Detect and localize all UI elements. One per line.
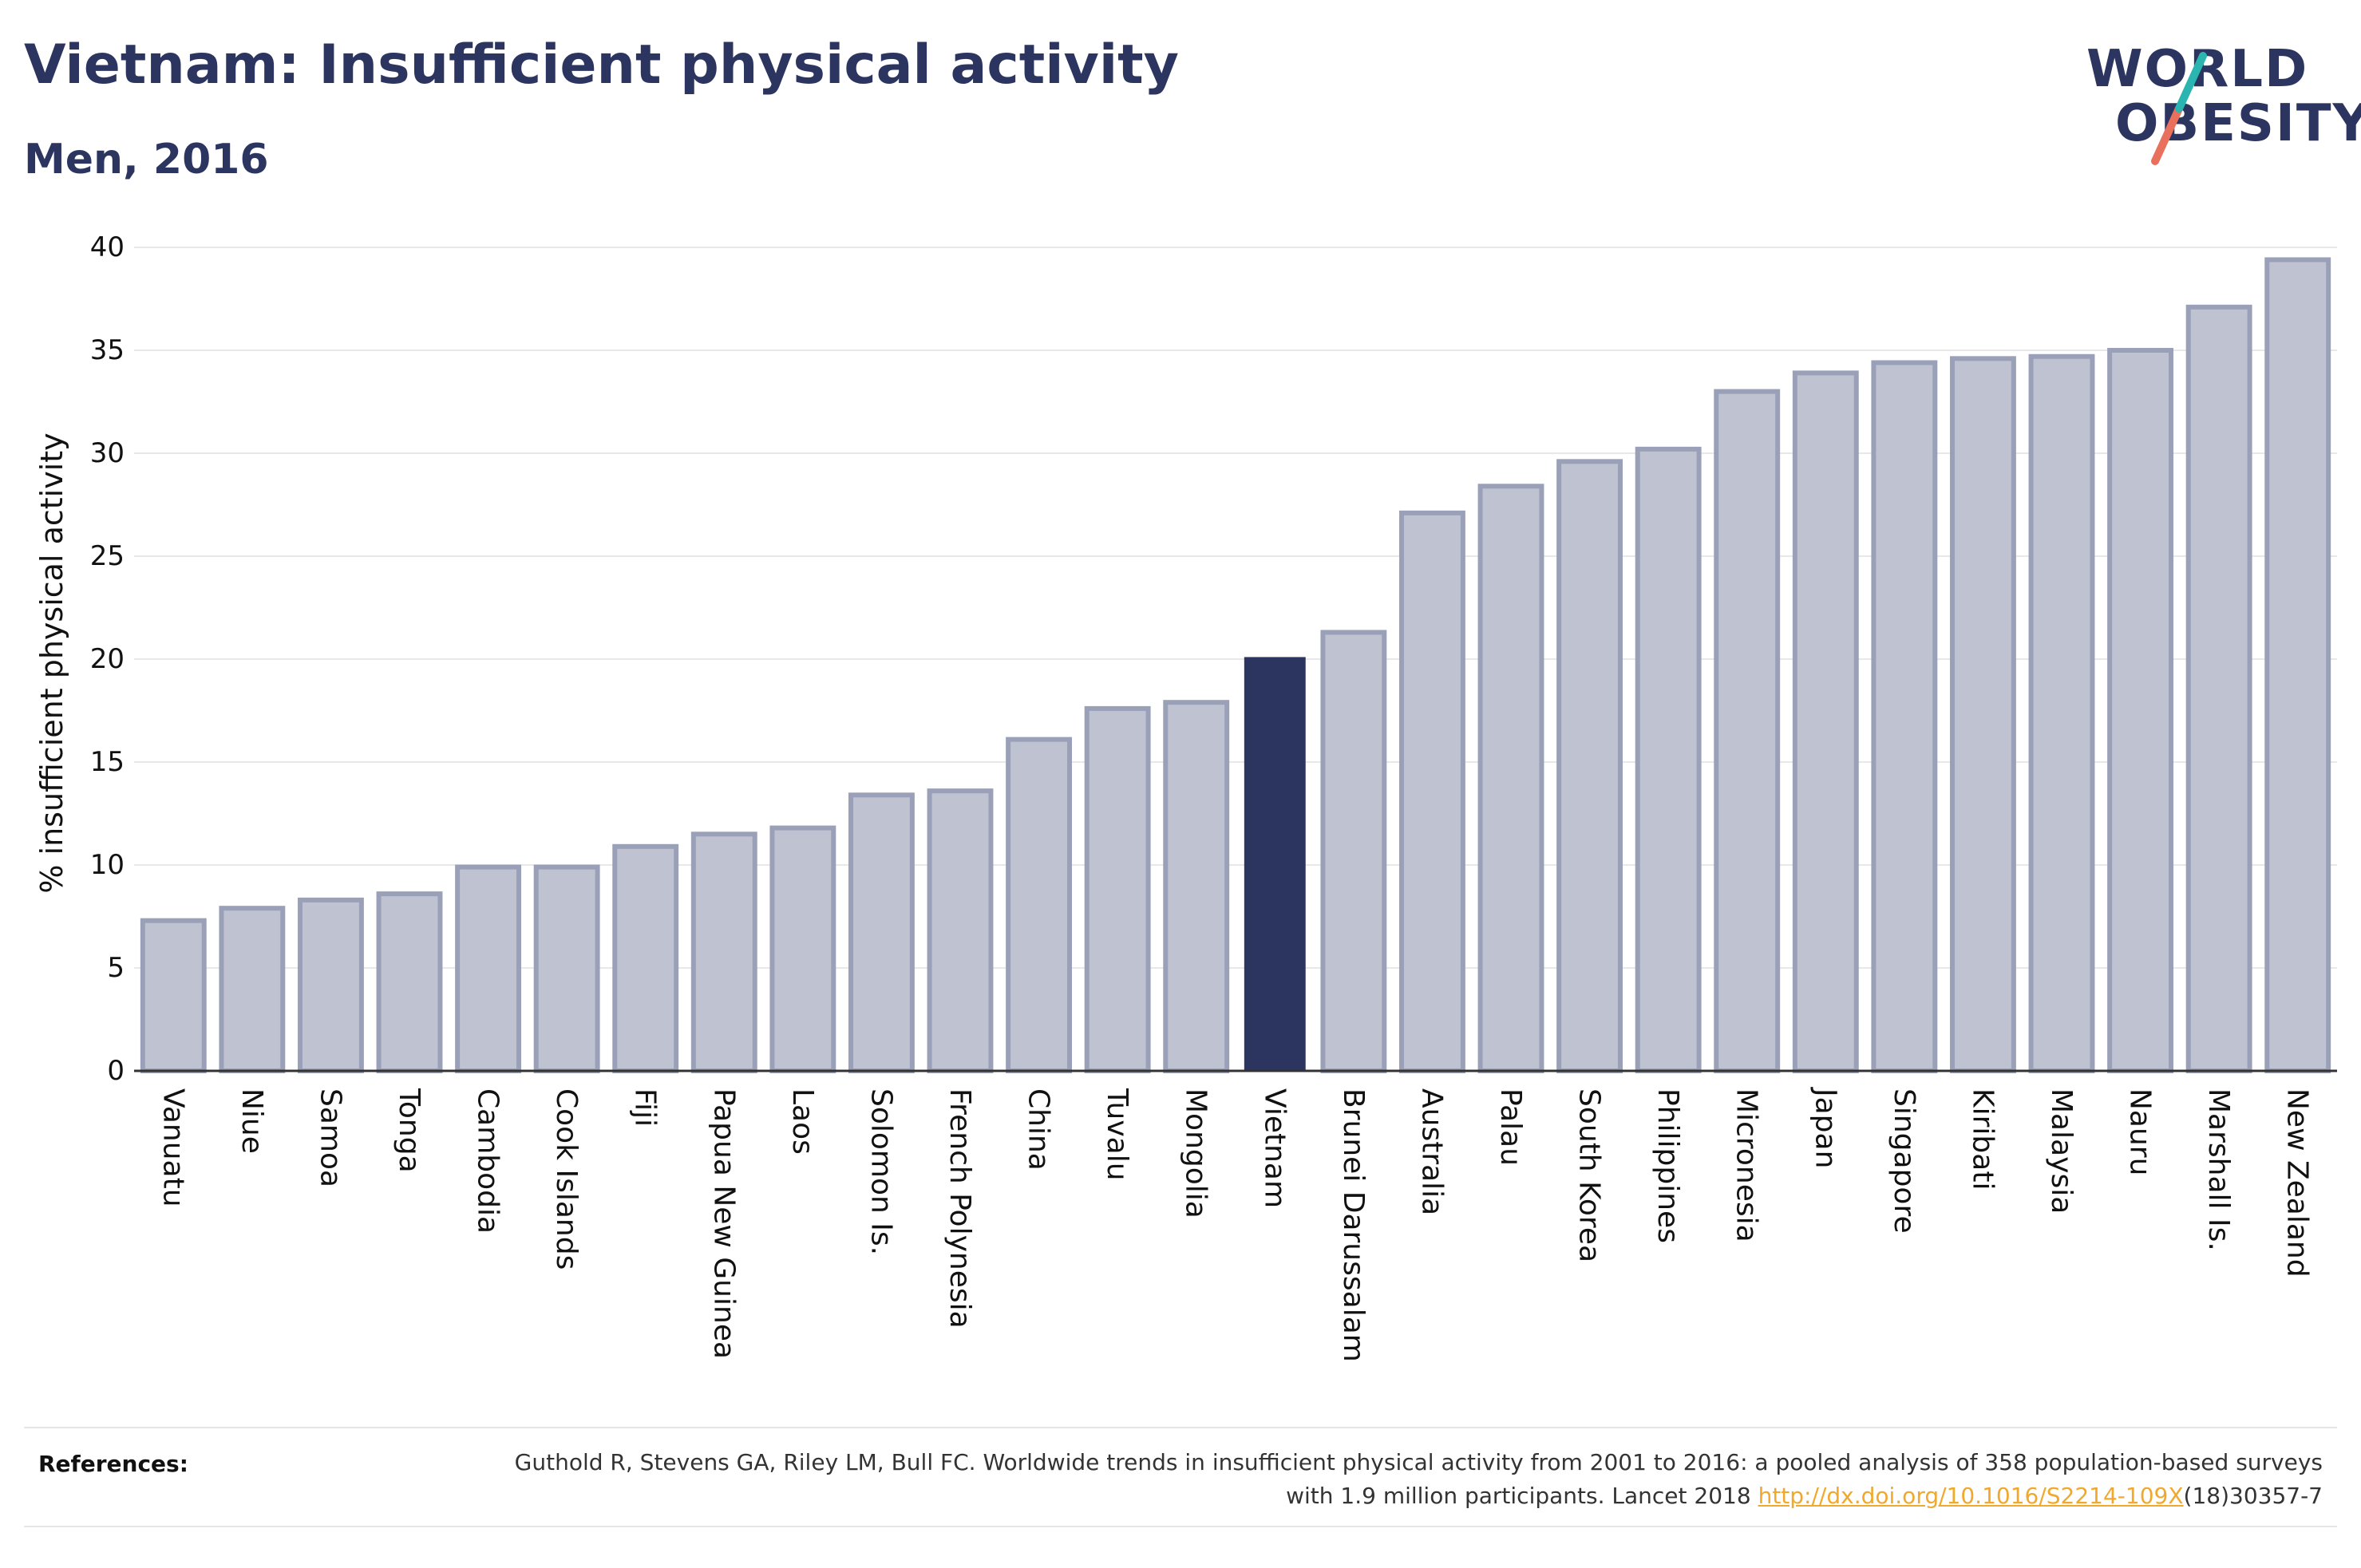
x-tick-label: Vietnam — [1258, 1088, 1291, 1208]
x-tick-label: Cook Islands — [550, 1088, 583, 1270]
y-tick-label: 20 — [90, 643, 125, 675]
y-axis-label: % insufficient physical activity — [34, 432, 69, 893]
bar — [690, 831, 757, 1074]
bar — [1244, 657, 1306, 1071]
x-tick-label: Niue — [235, 1088, 268, 1154]
bar — [533, 864, 600, 1073]
bar — [219, 906, 286, 1074]
bar — [848, 792, 915, 1074]
bar — [376, 891, 443, 1073]
logo-slash-icon — [2151, 52, 2207, 165]
references-text: Guthold R, Stevens GA, Riley LM, Bull FC… — [487, 1446, 2323, 1513]
x-tick-label: Singapore — [1888, 1088, 1920, 1234]
bar — [455, 864, 522, 1073]
bar — [1556, 459, 1623, 1073]
y-tick-label: 0 — [107, 1055, 125, 1087]
bar — [1398, 510, 1465, 1073]
bar — [1949, 356, 2016, 1073]
y-tick-label: 10 — [90, 849, 125, 881]
bar — [769, 825, 836, 1074]
y-tick-label: 30 — [90, 437, 125, 469]
x-tick-label: Solomon Is. — [864, 1088, 897, 1255]
bar — [1084, 705, 1151, 1073]
x-tick-label: Marshall Is. — [2202, 1088, 2235, 1251]
logo-line-2: OBESITY — [2115, 94, 2361, 153]
x-tick-label: Japan — [1809, 1087, 1841, 1168]
x-tick-label: Papua New Guinea — [707, 1088, 740, 1359]
x-tick-label: Australia — [1415, 1088, 1448, 1215]
x-tick-label: Laos — [786, 1088, 819, 1155]
bar — [927, 788, 994, 1073]
reference-doi-suffix: (18)30357-7 — [2183, 1483, 2323, 1509]
x-tick-label: Tonga — [393, 1088, 425, 1173]
chart-title: Vietnam: Insufficient physical activity — [24, 34, 1179, 97]
bar — [1163, 700, 1230, 1073]
bar — [297, 897, 364, 1073]
x-tick-label: Kiribati — [1966, 1088, 1999, 1190]
x-tick-label: French Polynesia — [943, 1088, 976, 1329]
x-tick-label: Malaysia — [2045, 1088, 2078, 1214]
x-tick-label: Vanuatu — [156, 1088, 189, 1207]
bar — [2185, 304, 2252, 1073]
bar — [2028, 353, 2095, 1073]
x-tick-label: Philippines — [1651, 1088, 1684, 1243]
bar — [1635, 446, 1702, 1073]
x-tick-label: Fiji — [629, 1088, 662, 1127]
bar — [2264, 257, 2331, 1074]
x-tick-label: Palau — [1494, 1088, 1527, 1166]
bar — [1792, 370, 1859, 1073]
reference-doi-link[interactable]: http://dx.doi.org/10.1016/S2214-109X — [1758, 1483, 2184, 1509]
bar-chart: 0 5 10 15 20 25 30 35 40 % insufficient physical … — [34, 231, 2337, 1362]
x-tick-label: South Korea — [1573, 1088, 1606, 1262]
x-tick-label: New Zealand — [2281, 1088, 2314, 1278]
bar — [1320, 630, 1387, 1073]
bar — [1006, 737, 1073, 1073]
x-tick-label: Brunei Darussalam — [1337, 1088, 1370, 1362]
x-tick-label: Cambodia — [472, 1088, 504, 1234]
y-tick-label: 40 — [90, 231, 125, 263]
bar — [1477, 484, 1544, 1073]
x-tick-label: China — [1022, 1088, 1055, 1171]
bar — [1714, 389, 1781, 1074]
bar — [140, 918, 207, 1074]
bar — [2107, 348, 2174, 1073]
references-label: References: — [38, 1451, 188, 1477]
x-tick-label: Mongolia — [1180, 1088, 1212, 1218]
references-section: References: Guthold R, Stevens GA, Riley… — [24, 1427, 2337, 1527]
x-tick-label: Tuvalu — [1101, 1088, 1133, 1181]
y-tick-label: 5 — [107, 952, 125, 984]
bar — [612, 843, 679, 1074]
x-tick-label: Samoa — [314, 1088, 346, 1187]
chart-subtitle: Men, 2016 — [24, 136, 269, 184]
reference-citation: Guthold R, Stevens GA, Riley LM, Bull FC… — [514, 1449, 2323, 1509]
x-tick-label: Micronesia — [1730, 1088, 1763, 1242]
y-tick-label: 15 — [90, 746, 125, 778]
y-tick-label: 25 — [90, 540, 125, 572]
y-tick-label: 35 — [90, 334, 125, 366]
bar — [1871, 360, 1938, 1074]
x-tick-label: Nauru — [2124, 1088, 2157, 1175]
world-obesity-logo: WORLD OBESITY — [2075, 32, 2361, 176]
